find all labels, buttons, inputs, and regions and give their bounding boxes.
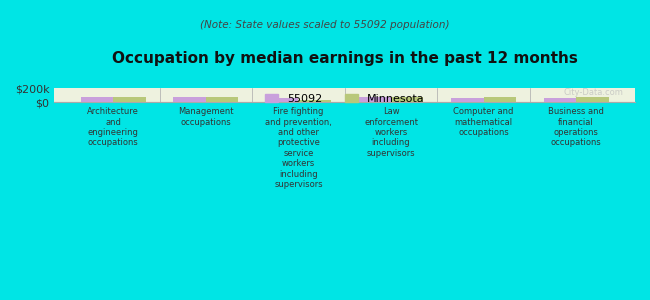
Bar: [113, 97, 146, 102]
Bar: [174, 97, 206, 102]
Bar: [359, 97, 391, 102]
Bar: [576, 97, 608, 102]
Title: Occupation by median earnings in the past 12 months: Occupation by median earnings in the pas…: [112, 51, 578, 66]
Bar: [484, 97, 516, 102]
Text: (Note: State values scaled to 55092 population): (Note: State values scaled to 55092 popu…: [200, 20, 450, 31]
Text: City-Data.com: City-Data.com: [564, 88, 623, 98]
Bar: [298, 100, 331, 102]
Bar: [266, 98, 298, 102]
Bar: [81, 97, 113, 102]
Bar: [206, 97, 239, 102]
Bar: [544, 98, 576, 102]
Bar: [451, 98, 484, 102]
Bar: [391, 98, 423, 102]
Legend: 55092, Minnesota: 55092, Minnesota: [262, 91, 428, 107]
